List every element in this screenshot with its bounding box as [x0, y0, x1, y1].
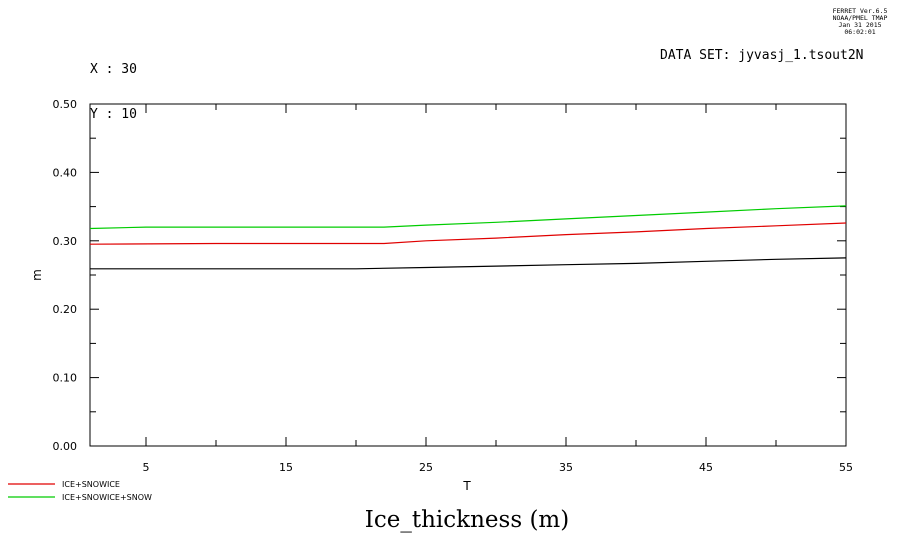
y-axis-label: m: [30, 269, 44, 281]
y-position-label: Y : 10: [90, 107, 137, 122]
x-tick-label: 35: [559, 461, 573, 474]
series-line-3: [89, 205, 847, 230]
stamp-line-3: Jan 31 2015 06:02:01: [838, 21, 882, 36]
series-line-2: [89, 222, 847, 245]
legend-label: ICE+SNOWICE: [62, 480, 120, 489]
x-tick-label: 45: [699, 461, 713, 474]
series-line-1: [90, 257, 847, 270]
y-tick-label: 0.40: [53, 166, 78, 179]
x-axis-label: T: [462, 479, 471, 493]
y-tick-label: 0.00: [53, 440, 78, 453]
stamp-line-2: NOAA/PMEL TMAP: [832, 14, 888, 22]
ferret-stamp: FERRET Ver.6.5 NOAA/PMEL TMAP Jan 31 201…: [825, 8, 895, 36]
y-tick-label: 0.10: [53, 372, 78, 385]
legend-label: ICE+SNOWICE+SNOW: [62, 493, 152, 502]
x-tick-label: 5: [143, 461, 150, 474]
dataset-label: DATA SET: jyvasj_1.tsout2N: [660, 48, 864, 63]
x-tick-label: 55: [839, 461, 853, 474]
y-tick-label: 0.50: [53, 98, 78, 111]
x-tick-label: 25: [419, 461, 433, 474]
y-tick-label: 0.30: [53, 235, 78, 248]
stamp-line-1: FERRET Ver.6.5: [832, 7, 888, 15]
y-tick-label: 0.20: [53, 303, 78, 316]
chart-title: Ice_thickness (m): [365, 507, 569, 533]
x-tick-label: 15: [279, 461, 293, 474]
x-position-label: X : 30: [90, 62, 137, 77]
plot-frame: [89, 103, 847, 447]
